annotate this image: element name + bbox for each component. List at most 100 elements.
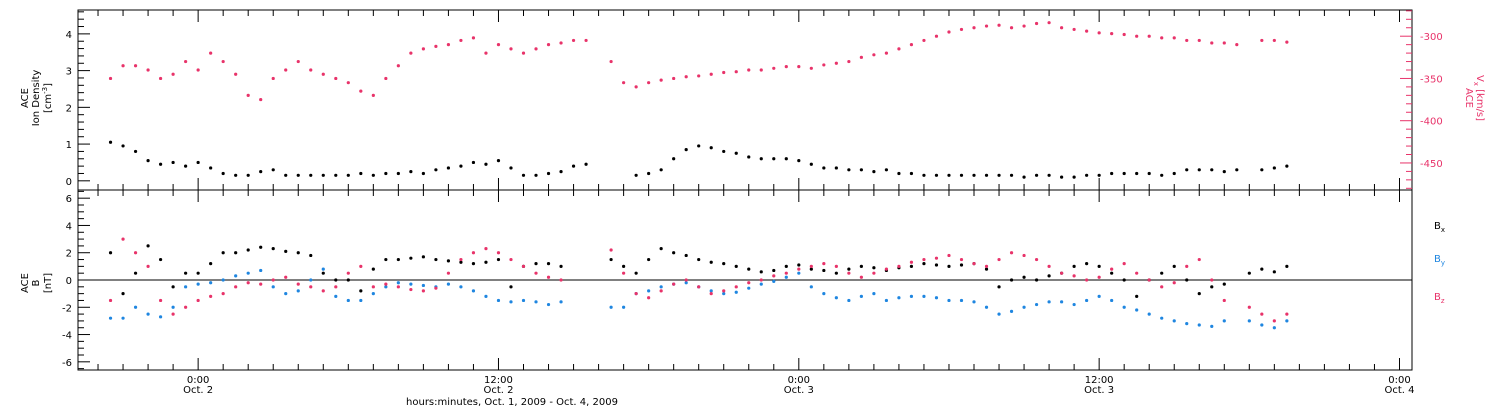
vx-point xyxy=(421,47,425,51)
x-tick-time-label: 12:00 xyxy=(1085,375,1114,386)
top-right-tick-label: -400 xyxy=(1420,117,1443,128)
ion-density-point xyxy=(1222,170,1226,174)
vx-point xyxy=(409,51,413,55)
bz-point xyxy=(1072,274,1076,278)
bx-point xyxy=(1185,278,1189,282)
bz-point xyxy=(697,285,701,289)
by-point xyxy=(897,296,901,300)
ion-density-point xyxy=(1072,175,1076,179)
bx-point xyxy=(1260,267,1264,271)
ion-density-point xyxy=(284,173,288,177)
bz-point xyxy=(346,271,350,275)
ion-density-point xyxy=(1110,171,1114,176)
ion-density-point xyxy=(797,159,801,163)
bx-point xyxy=(697,257,701,262)
vx-point xyxy=(1110,32,1114,36)
by-point xyxy=(471,289,476,293)
by-point xyxy=(309,278,313,282)
ion-density-point xyxy=(1085,173,1089,177)
ion-density-point xyxy=(196,160,200,165)
bx-point xyxy=(759,270,763,274)
ion-density-point xyxy=(1135,171,1139,176)
bx-point xyxy=(1285,264,1289,268)
bz-point xyxy=(672,282,676,286)
by-point xyxy=(171,305,175,309)
vx-point xyxy=(759,68,763,72)
bz-point xyxy=(309,285,313,289)
by-point xyxy=(1160,316,1164,320)
ion-density-point xyxy=(559,170,563,174)
by-point xyxy=(997,312,1001,316)
ion-density-point xyxy=(759,157,763,161)
bz-point xyxy=(772,274,776,278)
bx-point xyxy=(622,264,626,268)
bz-point xyxy=(221,292,225,296)
ion-density-point xyxy=(384,171,388,176)
by-point xyxy=(784,275,788,279)
by-point xyxy=(922,294,926,298)
bz-point xyxy=(496,251,501,255)
bz-point xyxy=(934,256,939,260)
vx-point xyxy=(872,53,876,57)
bottom-left-axis-label: ACE B [nT] xyxy=(20,273,54,293)
top-left-label-line1: ACE xyxy=(20,88,31,108)
vx-point xyxy=(1235,43,1239,47)
x-axis-title: hours:minutes, Oct. 1, 2009 - Oct. 4, 20… xyxy=(406,397,618,408)
vx-point xyxy=(346,81,350,85)
vx-point xyxy=(396,64,400,68)
ion-density-point xyxy=(1060,175,1064,179)
vx-point xyxy=(1135,34,1139,38)
by-point xyxy=(947,298,951,303)
bottom-left-tick-label: 0 xyxy=(66,276,72,287)
bx-point xyxy=(321,271,325,275)
ion-density-point xyxy=(421,171,425,176)
by-point xyxy=(1135,308,1139,312)
by-point xyxy=(722,292,726,296)
by-point xyxy=(1197,323,1201,327)
by-point xyxy=(334,294,338,298)
by-point xyxy=(209,281,213,285)
top-left-label-unit: [cm xyxy=(43,94,54,113)
ion-density-point xyxy=(734,151,738,155)
ion-density-point xyxy=(1097,173,1101,177)
bx-point xyxy=(158,257,163,262)
by-point xyxy=(1172,319,1176,323)
bz-point xyxy=(622,271,626,275)
top-left-tick-label: 3 xyxy=(66,67,72,78)
ion-density-point xyxy=(158,162,163,166)
bz-point xyxy=(196,298,200,303)
bz-point xyxy=(108,298,113,303)
by-point xyxy=(409,282,413,286)
x-tick-date-label: Oct. 3 xyxy=(784,385,814,396)
vx-point xyxy=(1222,41,1226,45)
vx-point xyxy=(1022,24,1026,28)
bz-point xyxy=(396,285,400,289)
ion-density-point xyxy=(834,166,838,170)
ion-density-point xyxy=(309,173,313,177)
bz-point xyxy=(409,287,413,292)
vx-point xyxy=(897,47,901,51)
bx-point xyxy=(496,257,501,262)
by-point xyxy=(1110,298,1114,303)
vx-point xyxy=(972,26,976,30)
by-point xyxy=(1072,302,1076,307)
by-point xyxy=(221,278,225,282)
vx-point xyxy=(371,93,375,97)
ion-density-point xyxy=(1022,175,1026,179)
vx-point xyxy=(847,59,851,64)
vx-point xyxy=(571,38,576,43)
bx-point xyxy=(284,249,288,253)
bx-point xyxy=(196,271,200,275)
by-point xyxy=(1097,294,1101,298)
ion-density-point xyxy=(434,168,438,172)
bz-point xyxy=(747,281,751,285)
ion-density-point xyxy=(859,168,863,172)
by-point xyxy=(1247,319,1251,323)
ion-density-point xyxy=(359,171,363,176)
by-point xyxy=(534,300,538,304)
bx-point xyxy=(1022,275,1026,279)
bz-point xyxy=(647,296,651,300)
ion-density-point xyxy=(234,173,238,177)
by-point xyxy=(496,298,501,303)
ion-density-point xyxy=(659,168,663,172)
